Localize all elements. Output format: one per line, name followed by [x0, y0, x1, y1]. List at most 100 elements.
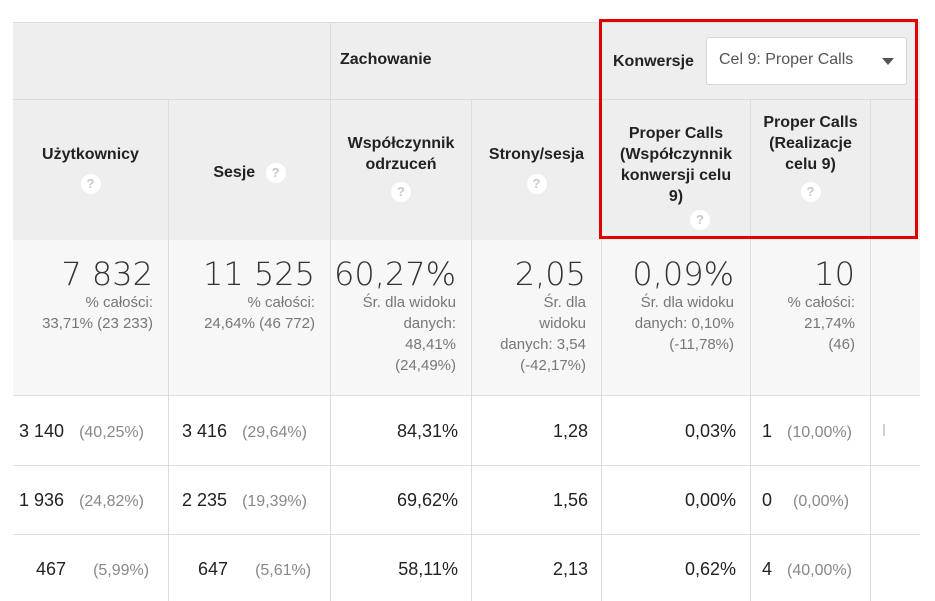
highlight-box: [599, 19, 918, 239]
total-sub: 21,74%: [804, 315, 855, 332]
totals-row: [13, 240, 920, 395]
total-value: 11 525: [203, 255, 315, 293]
row-completions-value: 1: [762, 421, 773, 441]
row-divider: [13, 465, 920, 466]
col-header-pages-per-session[interactable]: Strony/sesja ?: [472, 144, 601, 194]
total-value: 0,09%: [632, 255, 734, 293]
table-row-1-sessions: 3 416 (29,64%): [182, 419, 322, 445]
total-sub: widoku: [539, 315, 586, 332]
col-divider: [330, 22, 331, 601]
total-sub: (24,49%): [395, 357, 456, 374]
total-value: 60,27%: [333, 255, 456, 293]
total-value: 10: [814, 255, 855, 293]
row-users-pct: (24,82%): [79, 493, 144, 510]
total-sub: danych: 3,54: [500, 336, 586, 353]
total-sub: Śr. dla widoku: [640, 294, 734, 311]
row-divider: [13, 534, 920, 535]
col-label: Strony/sesja: [488, 146, 585, 163]
goal-selector-dropdown[interactable]: Cel 9: Proper Calls: [706, 37, 907, 85]
row-sessions-pct: (29,64%): [242, 424, 307, 441]
help-icon[interactable]: ?: [265, 162, 286, 183]
row-sessions-pct: (19,39%): [242, 493, 307, 510]
col-header-conversion-rate[interactable]: Proper Calls (Współczynnik konwersji cel…: [602, 123, 750, 230]
col-label: Sesje: [213, 164, 256, 181]
table-row-1-users: 3 140 (40,25%): [19, 419, 159, 445]
row-completions-pct: (40,00%): [787, 562, 852, 579]
col-divider: [601, 22, 602, 601]
help-icon[interactable]: ?: [526, 173, 547, 194]
table-row-3-bounce: 58,11%: [398, 559, 458, 579]
row-users-pct: (5,99%): [93, 562, 150, 579]
table-row-2-bounce: 69,62%: [396, 490, 458, 510]
totals-bottom-divider: [13, 395, 920, 396]
help-icon[interactable]: ?: [391, 181, 411, 202]
cut-off-marker: [883, 424, 885, 436]
table-row-2-sessions: 2 235 (19,39%): [182, 488, 322, 514]
help-icon[interactable]: ?: [800, 181, 821, 202]
behavior-group-title: Zachowanie: [340, 51, 432, 68]
total-conversion-rate: 0,09% Śr. dla widoku danych: 0,10% (-11,…: [602, 256, 734, 355]
total-sub: % całości:: [787, 294, 855, 311]
total-users: 7 832 % całości: 33,71% (23 233): [13, 256, 153, 334]
col-header-sessions[interactable]: Sesje ?: [169, 162, 330, 183]
table-row-3-completions: 4 (40,00%): [762, 557, 868, 583]
table-row-1-conv-rate: 0,03%: [684, 421, 736, 441]
col-divider: [168, 99, 169, 601]
table-row-3-sessions: 647 (5,61%): [198, 557, 322, 583]
goal-selector-value: Cel 9: Proper Calls: [719, 51, 854, 68]
total-sub: 33,71% (23 233): [42, 315, 153, 332]
table-row-3-pages: 2,13: [552, 559, 588, 579]
table-row-1-bounce: 84,31%: [396, 421, 458, 441]
table-row-2-users: 1 936 (24,82%): [19, 488, 159, 514]
total-sub: danych: 0,10%: [634, 315, 734, 332]
row-completions-value: 4: [762, 559, 773, 579]
row-users-value: 1 936: [19, 490, 65, 510]
total-sub: 24,64% (46 772): [204, 315, 315, 332]
total-sub: % całości:: [247, 294, 315, 311]
col-divider: [870, 99, 871, 601]
help-icon[interactable]: ?: [690, 209, 710, 230]
total-sub: (46): [828, 336, 855, 353]
col-divider: [750, 99, 751, 601]
total-sub: 48,41%: [405, 336, 456, 353]
total-goal-completions: 10 % całości: 21,74% (46): [751, 256, 855, 355]
total-sessions: 11 525 % całości: 24,64% (46 772): [169, 256, 315, 334]
help-icon[interactable]: ?: [80, 173, 101, 194]
row-sessions-value: 647: [198, 559, 229, 579]
row-sessions-value: 2 235: [182, 490, 228, 510]
total-sub: Śr. dla: [543, 294, 586, 311]
total-sub: (-42,17%): [520, 357, 586, 374]
total-value: 2,05: [514, 255, 586, 293]
col-label: Proper Calls (Realizacje celu 9): [763, 114, 858, 173]
row-users-pct: (40,25%): [79, 424, 144, 441]
conversions-label: Konwersje: [613, 53, 694, 70]
total-sub: Śr. dla widoku: [362, 294, 456, 311]
total-sub: (-11,78%): [669, 336, 734, 353]
row-completions-value: 0: [762, 490, 773, 510]
total-sub: danych:: [403, 315, 456, 332]
table-row-2-completions: 0 (0,00%): [762, 488, 868, 514]
table-row-2-conv-rate: 0,00%: [684, 490, 736, 510]
chevron-down-icon: [882, 58, 894, 65]
total-pages-per-session: 2,05 Śr. dla widoku danych: 3,54 (-42,17…: [472, 256, 586, 376]
table-row-1-pages: 1,28: [552, 421, 588, 441]
table-row-2-pages: 1,56: [552, 490, 588, 510]
row-users-value: 467: [36, 559, 67, 579]
header-top-divider: [13, 22, 920, 23]
row-sessions-value: 3 416: [182, 421, 228, 441]
col-label: Współczynnik odrzuceń: [347, 135, 455, 173]
col-label: Użytkownicy: [42, 146, 139, 163]
total-value: 7 832: [61, 255, 153, 293]
col-header-bounce-rate[interactable]: Współczynnik odrzuceń ?: [331, 133, 471, 202]
col-divider: [471, 99, 472, 601]
col-label: Proper Calls (Współczynnik konwersji cel…: [619, 125, 732, 205]
table-row-3-conv-rate: 0,62%: [684, 559, 736, 579]
table-row-3-users: 467 (5,99%): [36, 557, 160, 583]
total-sub: % całości:: [85, 294, 153, 311]
col-header-users[interactable]: Użytkownicy ?: [13, 144, 168, 194]
total-bounce-rate: 60,27% Śr. dla widoku danych: 48,41% (24…: [331, 256, 456, 376]
col-header-goal-completions[interactable]: Proper Calls (Realizacje celu 9) ?: [751, 112, 870, 202]
row-completions-pct: (0,00%): [793, 493, 850, 510]
row-sessions-pct: (5,61%): [255, 562, 312, 579]
table-row-1-completions: 1 (10,00%): [762, 419, 868, 445]
